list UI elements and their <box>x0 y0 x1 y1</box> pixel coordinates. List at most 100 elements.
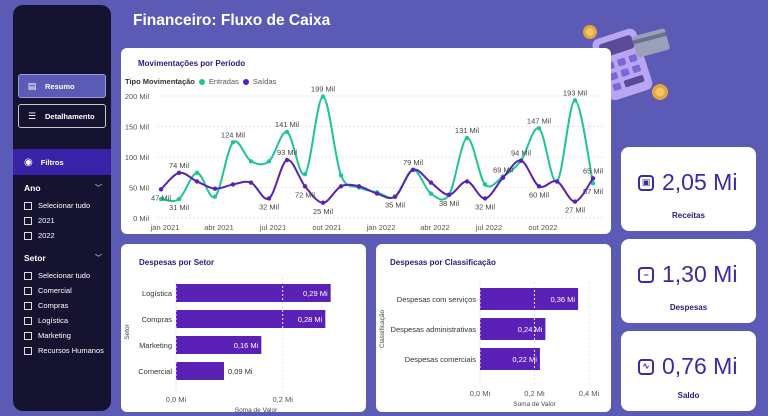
data-point <box>302 184 308 189</box>
list-icon: ☰ <box>27 110 37 121</box>
x-tick-label: 0,2 Mi <box>272 395 293 404</box>
filter-option[interactable]: Comercial <box>24 283 106 298</box>
data-label: 65 Mil <box>583 166 603 175</box>
data-point <box>536 126 542 131</box>
bar <box>480 288 579 310</box>
x-tick-label: jan 2021 <box>150 223 180 232</box>
data-label: 131 Mil <box>455 126 480 135</box>
sidebar: ▤ Resumo ☰ Detalhamento ◉ Filtros Ano ﹀ … <box>13 5 111 411</box>
chevron-down-icon: ﹀ <box>95 185 102 192</box>
checkbox[interactable] <box>24 216 32 225</box>
y-tick-label: 0 Mil <box>133 214 149 223</box>
filter-option-label: Selecionar tudo <box>38 271 91 280</box>
bar <box>176 336 262 354</box>
data-point <box>284 157 290 163</box>
value-label: 0,24 Mi <box>518 325 543 334</box>
nav-detalhamento-button[interactable]: ☰ Detalhamento <box>18 104 106 128</box>
filter-option-label: Comercial <box>38 286 72 295</box>
bar <box>176 284 331 302</box>
checkbox[interactable] <box>24 346 32 355</box>
x-tick-label: jul 2022 <box>475 223 502 232</box>
checkbox[interactable] <box>24 316 32 325</box>
kpi-despesas-card: −1,30 Mi Despesas <box>621 239 756 323</box>
line-chart-title: Movimentações por Período <box>138 59 246 68</box>
checkbox[interactable] <box>24 231 32 240</box>
filter-setor-header[interactable]: Setor ﹀ <box>24 253 106 263</box>
filtros-header[interactable]: ◉ Filtros <box>13 149 111 175</box>
filter-option[interactable]: Selecionar tudo <box>24 268 106 283</box>
nav-resumo-button[interactable]: ▤ Resumo <box>18 74 106 98</box>
value-label: 0,36 Mi <box>550 295 575 304</box>
filter-ano-title: Ano <box>24 183 41 193</box>
data-point <box>464 179 470 184</box>
x-tick-label: 0,4 Mi <box>579 389 600 398</box>
kpi-receitas-card: ▣ 2,05 Mi Receitas <box>621 147 756 231</box>
checkbox[interactable] <box>24 271 32 280</box>
checkbox[interactable] <box>24 331 32 340</box>
kpi-receitas-label: Receitas <box>672 211 705 220</box>
checkbox[interactable] <box>24 286 32 295</box>
line-chart: 0 Mil 50 Mil 100 Mil 150 Mil 200 Mil jan 2021… <box>125 85 604 232</box>
data-label: 69 Mil <box>493 166 513 175</box>
y-tick-label: 150 Mil <box>125 123 150 132</box>
category-label: Logística <box>142 289 173 298</box>
y-tick-label: 100 Mil <box>125 153 150 162</box>
category-label: Despesas comerciais <box>405 355 477 364</box>
y-axis-title: Classificação <box>379 309 386 348</box>
setor-chart-title: Despesas por Setor <box>139 258 215 267</box>
checkbox[interactable] <box>24 201 32 210</box>
class-bar-chart: Despesas com serviços 0,36 Mi Despesas adm… <box>379 282 600 408</box>
category-label: Despesas administrativas <box>391 325 477 334</box>
filter-option[interactable]: Selecionar tudo <box>24 198 106 213</box>
legend-entradas[interactable]: Entradas <box>208 77 239 86</box>
x-tick-label: jan 2022 <box>366 223 396 232</box>
data-point <box>572 98 578 103</box>
filter-option[interactable]: 2021 <box>24 213 106 228</box>
filter-setor: Setor ﹀ Selecionar tudo Comercial Compra… <box>24 253 106 358</box>
class-chart-card: Despesas por Classificação Despesas com … <box>376 244 611 412</box>
data-point <box>482 196 488 201</box>
data-label: 32 Mil <box>475 202 495 211</box>
data-point <box>320 94 326 99</box>
page-title: Financeiro: Fluxo de Caixa <box>133 12 331 29</box>
legend-saidas[interactable]: Saídas <box>252 77 277 86</box>
data-label: 93 Mil <box>277 148 297 157</box>
data-point <box>590 181 596 186</box>
data-label: 74 Mil <box>169 161 189 170</box>
data-point <box>212 186 218 191</box>
value-label: 0,22 Mi <box>512 355 537 364</box>
filter-ano-header[interactable]: Ano ﹀ <box>24 183 106 193</box>
setor-bar-chart: Logística 0,29 Mi Compras 0,28 Mi Marketing 0… <box>124 278 331 412</box>
filter-option-label: Recursos Humanos <box>38 346 104 355</box>
data-point <box>158 196 164 202</box>
data-point <box>284 129 290 135</box>
chevron-down-icon: ﹀ <box>95 255 102 262</box>
filter-option-label: Marketing <box>38 331 71 340</box>
data-label: 193 Mil <box>563 88 588 97</box>
filter-option-label: Selecionar tudo <box>38 201 91 210</box>
nav-resumo-label: Resumo <box>45 81 75 91</box>
category-label: Marketing <box>139 341 172 350</box>
data-label: 79 Mil <box>403 158 423 167</box>
filter-option[interactable]: Compras <box>24 298 106 313</box>
setor-chart-card: Despesas por Setor Logística 0,29 Mi Compr… <box>121 244 366 412</box>
data-point <box>158 187 164 192</box>
data-point <box>374 191 380 196</box>
filter-option[interactable]: Logística <box>24 313 106 328</box>
value-label: 0,09 Mi <box>228 367 253 376</box>
x-tick-label: abr 2022 <box>420 223 450 232</box>
data-point <box>320 200 326 205</box>
kpi-saldo-card: ∿ 0,76 Mi Saldo <box>621 331 756 411</box>
filter-option[interactable]: Recursos Humanos <box>24 343 106 358</box>
filter-option[interactable]: Marketing <box>24 328 106 343</box>
data-label: 60 Mil <box>529 190 549 199</box>
filter-option[interactable]: 2022 <box>24 228 106 243</box>
checkbox[interactable] <box>24 301 32 310</box>
minus-icon: − <box>638 266 654 283</box>
x-tick-label: abr 2021 <box>204 223 234 232</box>
category-label: Comercial <box>138 367 172 376</box>
x-tick-label: out 2022 <box>528 223 557 232</box>
x-tick-label: 0,2 Mi <box>524 389 545 398</box>
y-axis-title: Setor <box>124 323 131 339</box>
data-label: 35 Mil <box>385 201 405 210</box>
